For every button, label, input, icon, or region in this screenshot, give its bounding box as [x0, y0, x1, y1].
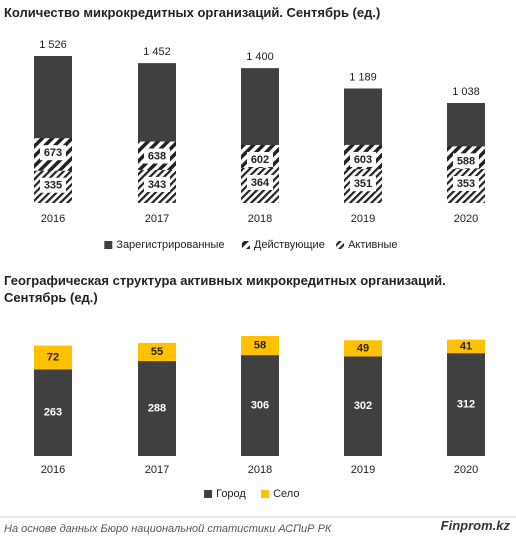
source-note: На основе данных Бюро национальной стати…	[4, 523, 332, 535]
legend-label: Село	[273, 488, 299, 500]
label-bg	[247, 152, 273, 168]
value-label: 288	[148, 402, 166, 414]
legend-label: Зарегистрированные	[116, 239, 224, 251]
value-label: 1 400	[246, 51, 274, 63]
value-label: 588	[457, 155, 475, 167]
value-label: 673	[44, 147, 62, 159]
legend-swatch	[241, 241, 250, 249]
bar	[344, 356, 382, 456]
value-label: 306	[251, 399, 269, 411]
legend-label: Активные	[348, 239, 397, 251]
value-label: 351	[354, 178, 372, 190]
chart-title: Географическая структура активных микрок…	[4, 273, 446, 305]
value-label: 1 452	[143, 46, 171, 58]
value-label: 55	[151, 346, 163, 358]
value-label: 312	[457, 398, 475, 410]
legend-label: Действующие	[254, 239, 325, 251]
legend-swatch	[204, 490, 213, 498]
legend-swatch	[336, 241, 345, 249]
x-tick-label: 2017	[145, 213, 169, 225]
label-bg	[453, 153, 479, 169]
x-tick-label: 2018	[248, 464, 272, 476]
x-tick-label: 2017	[145, 464, 169, 476]
value-label: 1 038	[452, 86, 480, 98]
label-bg	[40, 177, 66, 193]
value-label: 364	[251, 177, 270, 189]
label-bg	[144, 148, 170, 164]
label-bg	[247, 174, 273, 190]
x-tick-label: 2019	[351, 464, 375, 476]
x-tick-label: 2016	[41, 464, 65, 476]
chart-title: Количество микрокредитных организаций. С…	[4, 5, 381, 20]
x-tick-label: 2018	[248, 213, 272, 225]
value-label: 353	[457, 178, 475, 190]
label-bg	[40, 145, 66, 161]
bar	[138, 342, 176, 362]
value-label: 41	[460, 340, 472, 352]
legend-label: Город	[216, 488, 246, 500]
label-bg	[350, 176, 376, 192]
legend-swatch	[104, 241, 113, 249]
bar	[447, 353, 485, 456]
value-label: 302	[354, 400, 372, 412]
label-bg	[144, 176, 170, 192]
x-tick-label: 2020	[454, 213, 478, 225]
value-label: 49	[357, 342, 369, 354]
value-label: 72	[47, 351, 59, 363]
value-label: 335	[44, 180, 62, 192]
label-bg	[453, 175, 479, 191]
bar	[34, 345, 72, 370]
x-tick-label: 2020	[454, 464, 478, 476]
legend-swatch	[261, 490, 270, 498]
value-label: 343	[148, 179, 166, 191]
value-label: 1 189	[349, 71, 377, 83]
value-label: 58	[254, 339, 266, 351]
bar	[447, 339, 485, 354]
brand: Finprom.kz	[440, 518, 510, 533]
x-tick-label: 2019	[351, 213, 375, 225]
value-label: 263	[44, 407, 62, 419]
x-tick-label: 2016	[41, 213, 65, 225]
label-bg	[350, 151, 376, 167]
bar	[34, 369, 72, 456]
bar	[138, 361, 176, 456]
bar	[241, 336, 279, 356]
value-label: 602	[251, 154, 269, 166]
bar	[344, 340, 382, 357]
value-label: 638	[148, 150, 166, 162]
bar	[241, 355, 279, 456]
value-label: 603	[354, 154, 372, 166]
value-label: 1 526	[39, 39, 67, 51]
